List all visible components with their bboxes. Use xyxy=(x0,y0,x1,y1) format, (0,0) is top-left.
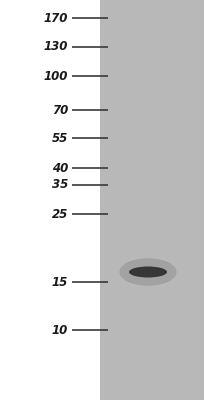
Ellipse shape xyxy=(129,266,167,278)
Text: 130: 130 xyxy=(44,40,68,54)
Text: 15: 15 xyxy=(52,276,68,288)
Text: 70: 70 xyxy=(52,104,68,116)
Text: 35: 35 xyxy=(52,178,68,192)
Text: 40: 40 xyxy=(52,162,68,174)
Text: 55: 55 xyxy=(52,132,68,144)
Bar xyxy=(100,0,204,400)
Ellipse shape xyxy=(120,258,176,286)
Text: 10: 10 xyxy=(52,324,68,336)
Text: 25: 25 xyxy=(52,208,68,220)
Text: 170: 170 xyxy=(44,12,68,24)
Text: 100: 100 xyxy=(44,70,68,82)
